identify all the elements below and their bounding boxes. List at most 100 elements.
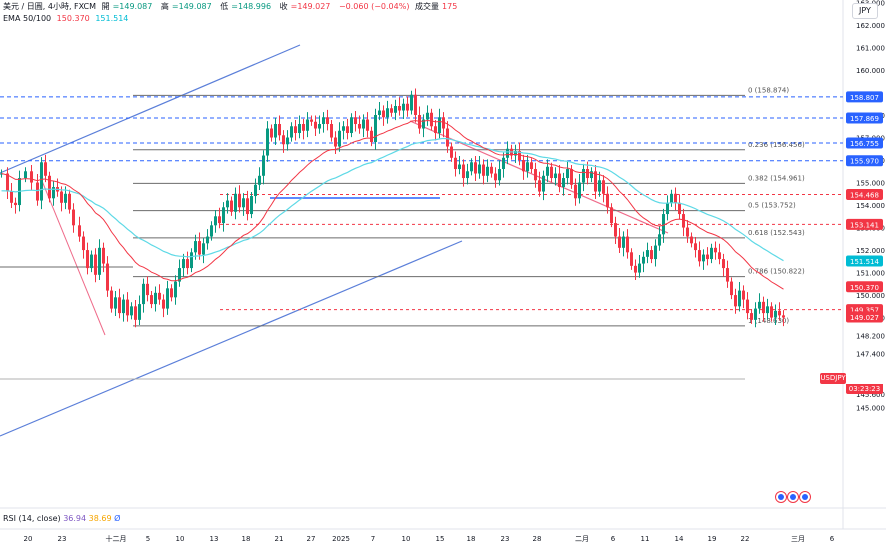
x-tick-label: 22 (741, 535, 750, 543)
candle-body (670, 193, 673, 203)
volume-value: 175 (442, 2, 458, 11)
price-badge (846, 281, 883, 293)
candle-body (330, 124, 333, 138)
candle-body (222, 207, 225, 224)
symbol-tag: USDJPY (820, 373, 846, 384)
candle-body (702, 254, 705, 262)
candle-body (158, 292, 161, 300)
candle-body (64, 193, 67, 203)
candle-body (106, 263, 109, 291)
y-tick-label: 148.200 (856, 333, 885, 341)
x-tick-label: 10 (402, 535, 411, 543)
candle-body (518, 151, 521, 161)
candle-body (314, 121, 317, 129)
candle-body (590, 171, 593, 179)
candle-body (194, 241, 197, 253)
candle-body (546, 166, 549, 176)
candle-body (114, 297, 117, 309)
candle-body (698, 250, 701, 262)
candle-body (386, 108, 389, 118)
candle-body (230, 200, 233, 212)
price-badge-label: 155.970 (850, 158, 879, 166)
candle-body (450, 146, 453, 158)
candle-body (446, 128, 449, 147)
candle-body (774, 310, 777, 318)
candle-body (202, 243, 205, 255)
candle-body (602, 180, 605, 194)
y-tick-label: 155.000 (856, 180, 885, 188)
candle-body (626, 236, 629, 253)
high-value: =149.087 (171, 2, 212, 11)
candle-body (44, 162, 47, 176)
candle-body (358, 124, 361, 129)
candle-body (430, 112, 433, 127)
symbol-title: 美元 / 日圓, 4小時, FXCM (3, 2, 97, 11)
price-badge (846, 112, 883, 124)
fib-level-label: 0.236 (156.456) (748, 141, 805, 149)
candle-body (322, 117, 325, 125)
candle-body (454, 157, 457, 170)
candle-body (738, 290, 741, 307)
candle-body (526, 162, 529, 172)
price-badge (846, 255, 883, 267)
candle-body (706, 254, 709, 260)
candle-body (24, 171, 27, 179)
fib-level-label: 0.382 (154.961) (748, 174, 805, 182)
bar-countdown: 03:23:23 (846, 384, 883, 394)
candle-body (10, 191, 13, 203)
candle-body (766, 306, 769, 314)
price-badge (846, 189, 883, 201)
early-trend-line (39, 175, 106, 336)
candle-body (186, 259, 189, 269)
x-tick-label: 27 (307, 535, 316, 543)
candle-body (342, 126, 345, 131)
candle-body (40, 162, 43, 201)
candle-body (618, 236, 621, 248)
x-tick-label: 23 (501, 535, 510, 543)
x-tick-label: 5 (146, 535, 150, 543)
ohlc-legend: 美元 / 日圓, 4小時, FXCM 開 =149.087 高 =149.087 低… (3, 2, 463, 12)
y-tick-label: 162.000 (856, 22, 885, 30)
candle-body (402, 103, 405, 111)
candle-body (394, 106, 397, 113)
candle-body (634, 265, 637, 273)
ema100-line (1, 137, 784, 262)
candle-body (326, 117, 329, 125)
candle-body (110, 290, 113, 309)
candle-body (60, 191, 63, 203)
candle-body (582, 169, 585, 183)
candle-body (82, 236, 85, 251)
candle-body (434, 126, 437, 134)
candle-body (414, 94, 417, 116)
candle-body (662, 214, 665, 235)
candle-body (554, 173, 557, 179)
candle-body (234, 193, 237, 212)
candle-body (294, 126, 297, 134)
candle-body (334, 137, 337, 147)
candle-body (286, 137, 289, 145)
price-badge-label: 149.027 (850, 314, 879, 322)
candle-body (610, 207, 613, 224)
close-value: =149.027 (290, 2, 331, 11)
candle-body (462, 164, 465, 179)
candle-body (598, 180, 601, 192)
y-tick-label: 152.000 (856, 247, 885, 255)
candle-body (198, 241, 201, 255)
candle-body (570, 169, 573, 185)
fib-level-label: 0.5 (153.752) (748, 202, 796, 210)
candle-body (478, 164, 481, 174)
candle-body (218, 216, 221, 224)
candle-body (258, 175, 261, 185)
x-tick-label: 13 (210, 535, 219, 543)
x-tick-label: 二月 (575, 535, 589, 543)
candle-body (646, 250, 649, 257)
currency-button[interactable]: JPY (852, 3, 878, 19)
candle-body (78, 225, 81, 237)
fib-level-label: 1 (148.630) (748, 317, 789, 325)
candle-body (458, 164, 461, 170)
candle-body (318, 124, 321, 129)
candle-body (102, 247, 105, 264)
high-label: 高 (160, 2, 169, 11)
fib-level-label: 0 (158.874) (748, 86, 789, 94)
